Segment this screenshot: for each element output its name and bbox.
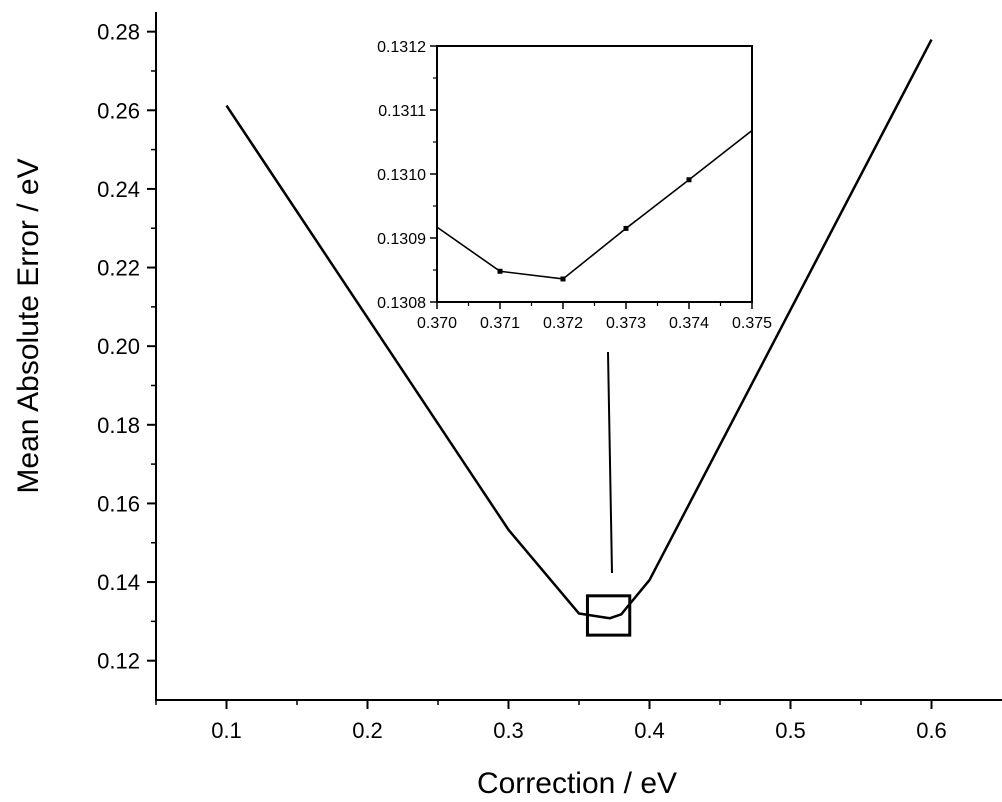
inset-x-tick-label: 0.372 (543, 315, 583, 332)
inset-x-tick-label: 0.373 (606, 315, 646, 332)
zoom-box (585, 594, 632, 637)
y-tick-label: 0.22 (97, 256, 140, 281)
inset-x-tick-label: 0.375 (732, 315, 772, 332)
inset-x-tick-label: 0.371 (480, 315, 520, 332)
y-tick-label: 0.24 (97, 177, 140, 202)
x-tick-label: 0.2 (352, 718, 383, 743)
y-tick-label: 0.18 (97, 413, 140, 438)
zoom-connector-line (607, 351, 613, 574)
x-tick-label: 0.5 (775, 718, 806, 743)
inset-data-point (560, 276, 566, 282)
x-tick-label: 0.1 (211, 718, 242, 743)
y-tick-label: 0.16 (97, 491, 140, 516)
inset-y-tick-label: 0.1309 (377, 231, 426, 248)
y-tick-label: 0.12 (97, 649, 140, 674)
x-tick-label: 0.6 (916, 718, 947, 743)
y-axis-title: Mean Absolute Error / eV (12, 158, 45, 493)
y-tick-label: 0.26 (97, 98, 140, 123)
y-tick-label: 0.14 (97, 570, 140, 595)
inset-y-tick-label: 0.1312 (377, 39, 426, 56)
x-axis-title: Correction / eV (477, 767, 677, 800)
inset-y-tick-label: 0.1308 (377, 295, 426, 312)
y-tick-label: 0.20 (97, 334, 140, 359)
inset-y-tick-label: 0.1310 (377, 167, 426, 184)
inset-x-tick-label: 0.374 (669, 315, 709, 332)
inset-plot: 0.370 0.371 0.372 0.373 0.374 0.375 0.1308 0.13… (377, 39, 772, 332)
inset-data-point (497, 268, 503, 274)
inset-data-point (686, 177, 692, 183)
main-plot: 0.1 0.2 0.3 0.4 0.5 0.6 0.12 0.14 0.16 0.18 0.20 0.… (97, 12, 1002, 743)
inset-data-line (436, 129, 753, 280)
x-tick-label: 0.3 (493, 718, 524, 743)
inset-y-tick-label: 0.1311 (378, 103, 426, 120)
inset-data-point (623, 225, 629, 231)
x-tick-label: 0.4 (634, 718, 665, 743)
inset-frame (436, 45, 753, 303)
y-tick-label: 0.28 (97, 20, 140, 45)
data-line (225, 38, 933, 620)
inset-x-tick-label: 0.370 (417, 315, 457, 332)
